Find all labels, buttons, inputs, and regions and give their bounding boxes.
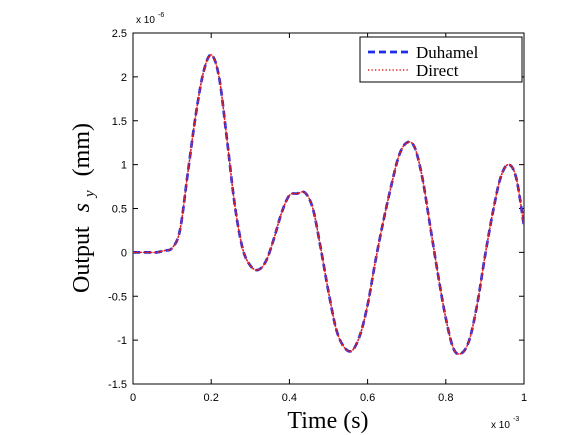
x-tick-label: 0.2 — [204, 392, 219, 404]
legend-box — [359, 36, 523, 83]
legend-label-duhamel: Duhamel — [416, 43, 479, 62]
y-tick-label: 0.5 — [112, 204, 127, 216]
y-tick-label: 1 — [121, 160, 127, 172]
x-tick-label: 0.6 — [360, 392, 375, 404]
y-multiplier-exponent: -6 — [158, 12, 164, 19]
x-multiplier-exponent: -3 — [513, 416, 519, 423]
x-axis-label: Time (s) — [287, 408, 368, 434]
plot-frame — [132, 32, 525, 385]
x-tick-label: 0.4 — [282, 392, 297, 404]
y-axis-label-symbol: s — [69, 203, 95, 212]
y-tick-label: 2 — [121, 72, 127, 84]
y-axis-label: Output s y (mm) — [69, 123, 100, 293]
y-tick-label: -1 — [117, 335, 127, 347]
y-tick-label: -0.5 — [108, 291, 127, 303]
y-tick-label: 2.5 — [112, 28, 127, 40]
y-tick-label: -1.5 — [108, 379, 127, 391]
x-tick-label: 1 — [521, 392, 527, 404]
x-multiplier-label: x 10 — [491, 420, 510, 431]
y-axis-label-prefix: Output — [69, 226, 95, 293]
y-axis-label-subscript: y — [82, 190, 98, 199]
plot-area: 0 0.2 0.4 0.6 0.8 1 -1.5 -1 -0.5 0 0.5 1 1.5 2 2.5 — [108, 28, 527, 404]
x-tick-label: 0 — [130, 392, 136, 404]
x-tick-label: 0.8 — [438, 392, 453, 404]
y-axis-label-suffix: (mm) — [69, 123, 95, 176]
y-multiplier-label: x 10 — [136, 15, 155, 26]
legend-label-direct: Direct — [416, 61, 459, 80]
y-tick-label: 1.5 — [112, 116, 127, 128]
series-line-direct — [133, 54, 524, 355]
legend: Duhamel Direct — [359, 36, 523, 83]
y-tick-label: 0 — [121, 247, 127, 259]
